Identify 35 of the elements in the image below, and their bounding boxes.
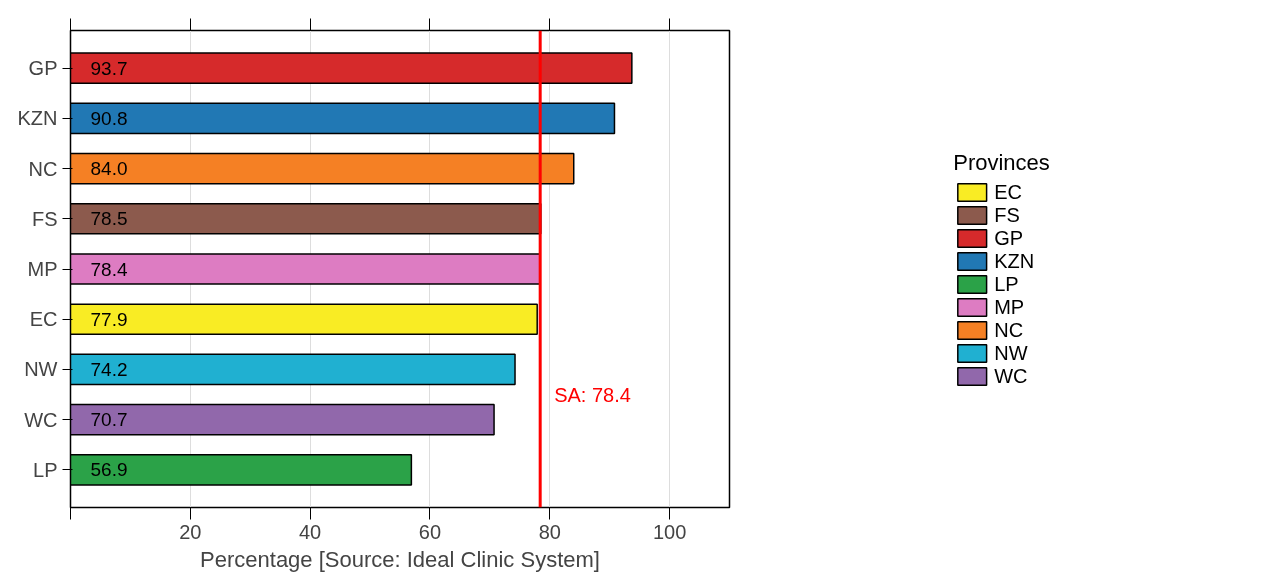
y-tick-label: MP <box>27 258 58 280</box>
legend-title: Provinces <box>953 149 1050 176</box>
data-label: 78.4 <box>90 258 128 280</box>
y-tick-label: FS <box>31 207 58 230</box>
data-label: 77.9 <box>90 308 128 330</box>
y-tick-label: NW <box>24 358 58 381</box>
legend-label: LP <box>994 272 1019 296</box>
y-tick-label: GP <box>28 57 58 80</box>
x-tick-label: 20 <box>179 520 202 543</box>
data-label: 70.7 <box>90 409 128 431</box>
legend-label: KZN <box>994 249 1035 273</box>
data-label: 74.2 <box>90 358 128 380</box>
y-tick-label: EC <box>29 308 58 331</box>
legend-label: NW <box>994 341 1028 365</box>
y-tick-label: KZN <box>17 107 58 130</box>
data-label: 56.9 <box>90 459 128 481</box>
x-tick-label: 80 <box>538 520 561 543</box>
x-tick-label: 40 <box>299 520 322 543</box>
legend-label: EC <box>994 180 1022 204</box>
legend-label: WC <box>994 364 1028 388</box>
data-label: 84.0 <box>90 158 128 180</box>
data-label: 90.8 <box>90 107 128 129</box>
legend-label: GP <box>994 226 1024 250</box>
x-axis-title: Percentage [Source: Ideal Clinic System] <box>200 546 600 572</box>
y-tick-label: LP <box>33 458 58 481</box>
x-tick-label: 60 <box>418 520 442 543</box>
data-label: 78.5 <box>90 208 128 230</box>
legend-label: FS <box>994 203 1020 227</box>
y-tick-label: NC <box>28 157 58 180</box>
legend-label: MP <box>994 295 1025 319</box>
legend-label: NC <box>994 318 1024 342</box>
x-tick-label: 100 <box>652 520 687 543</box>
ref-line-label: SA: 78.4 <box>554 383 631 406</box>
y-tick-label: WC <box>24 408 58 431</box>
data-label: 93.7 <box>90 57 128 79</box>
